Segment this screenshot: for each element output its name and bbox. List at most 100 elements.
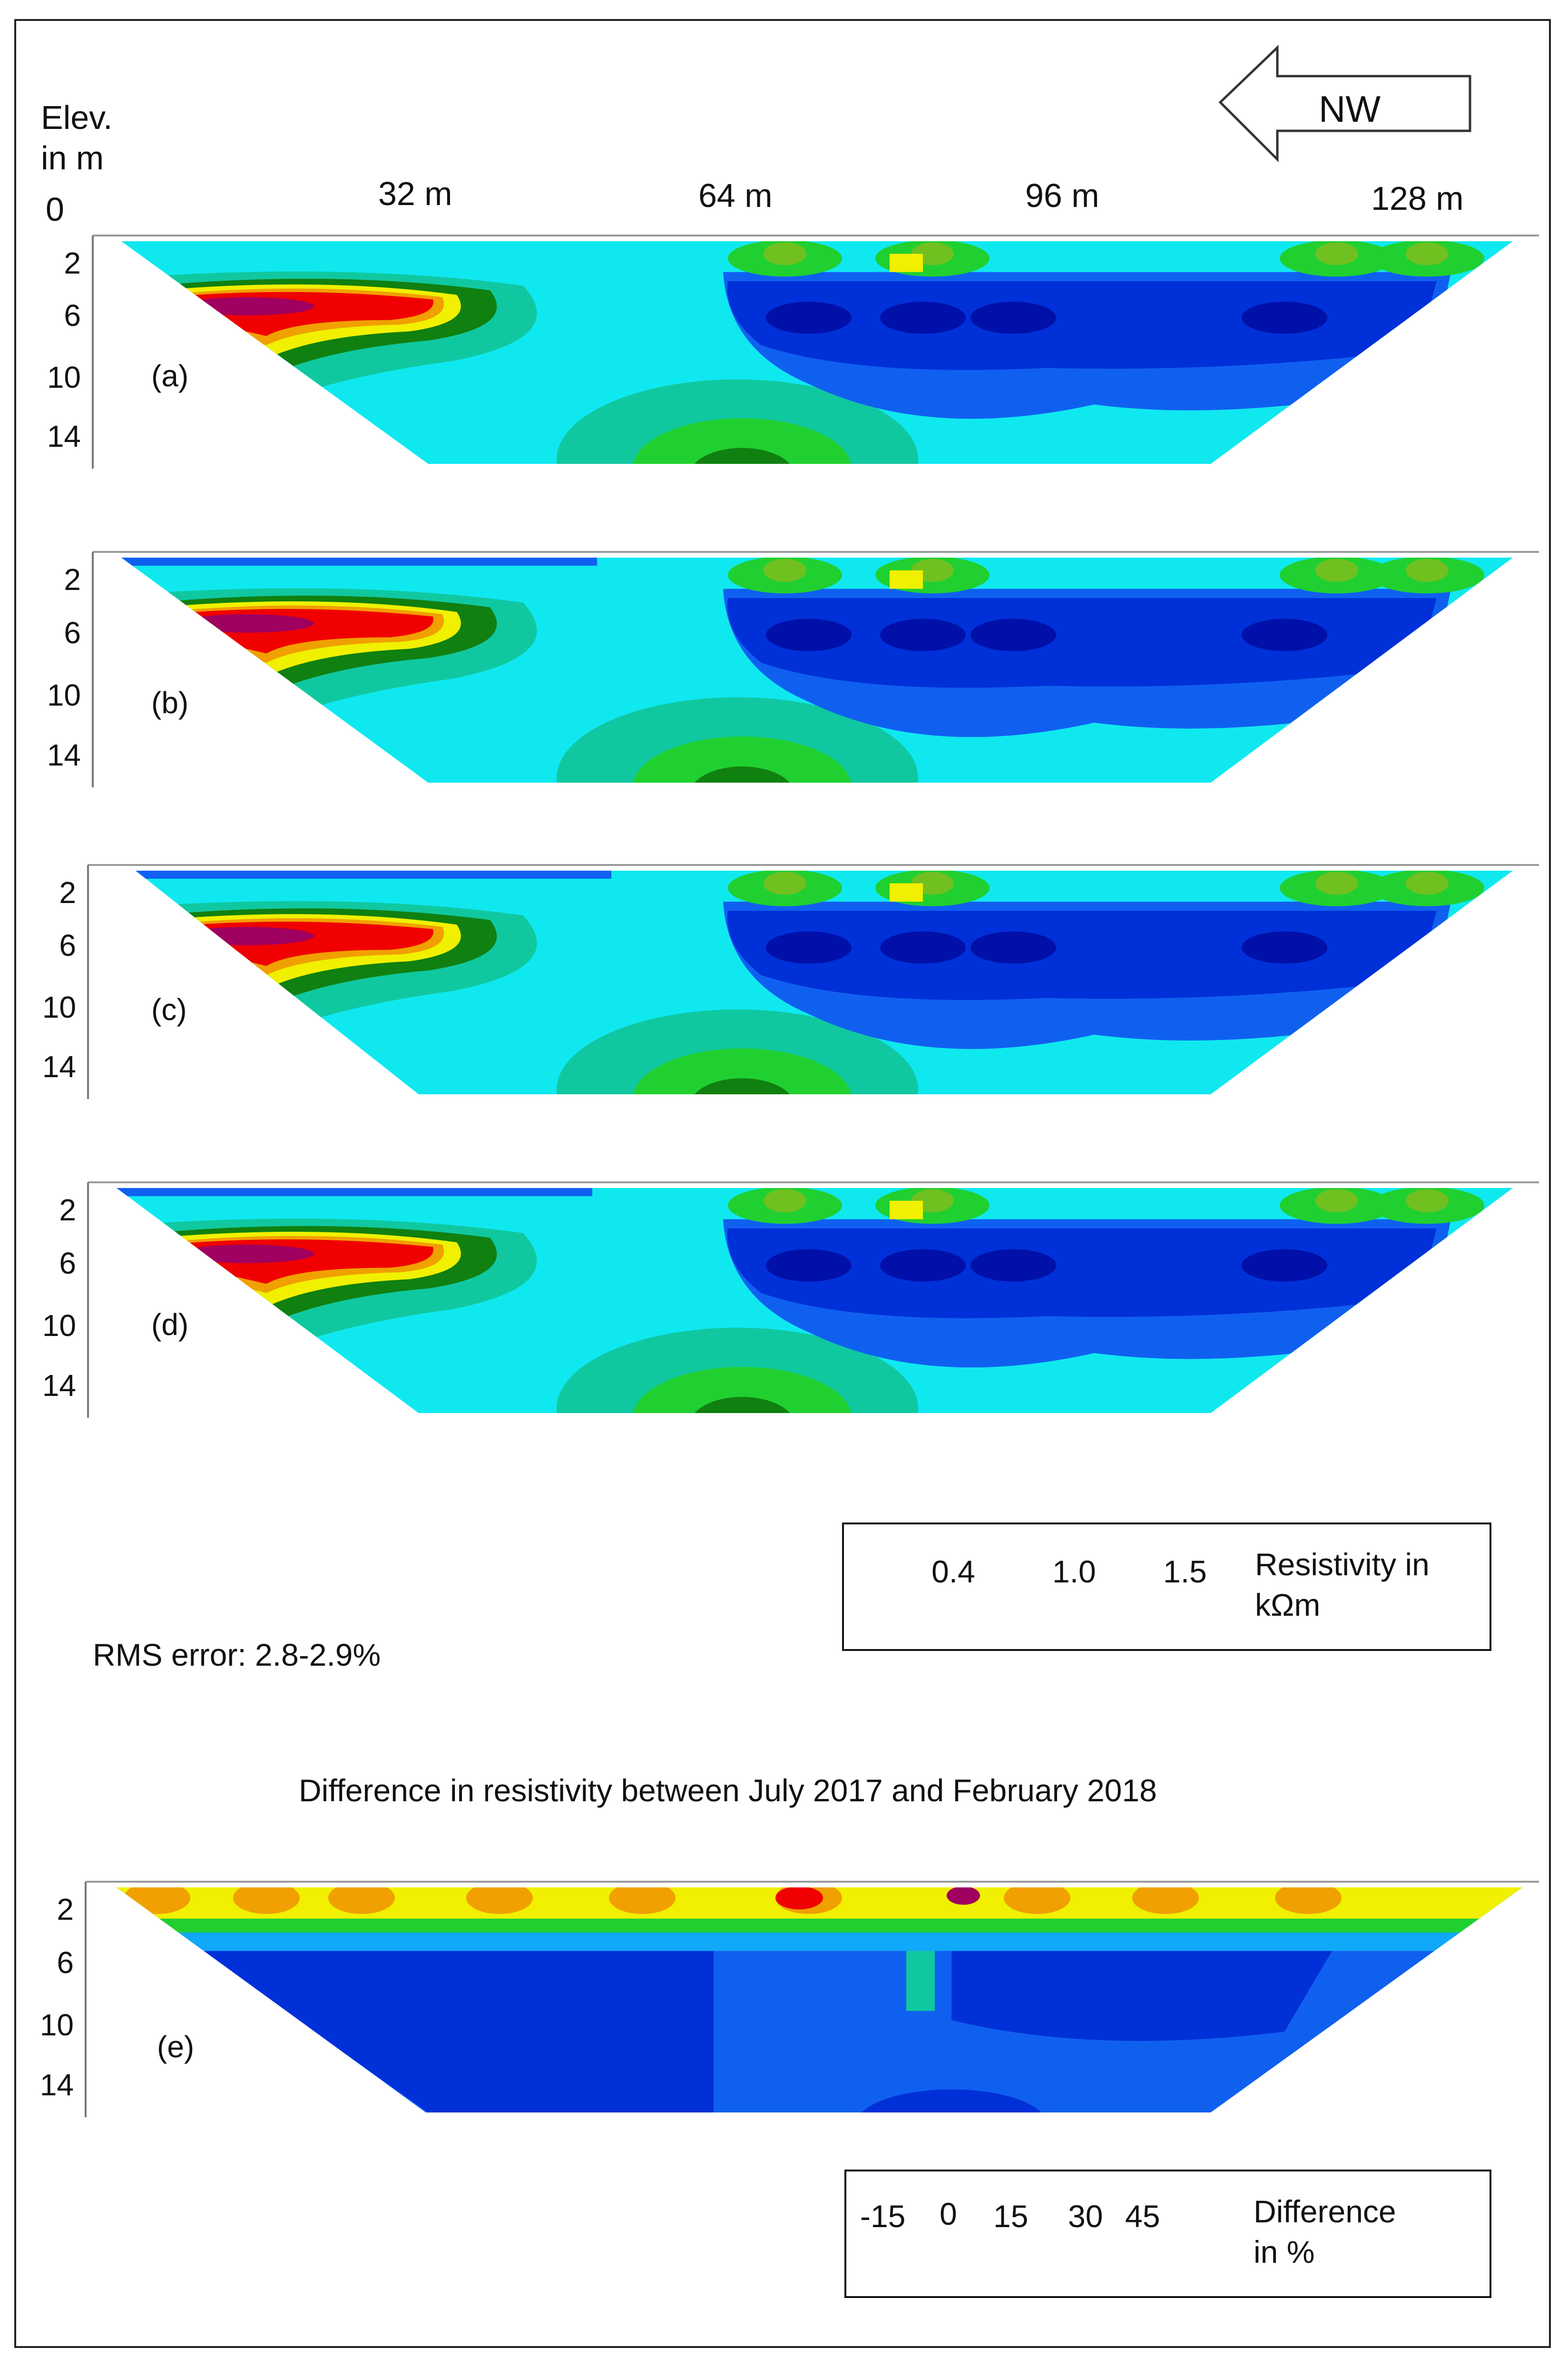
resistivity-legend-title-1: Resistivity in — [1255, 1547, 1430, 1582]
depth-tick-d-2: 2 — [59, 1193, 76, 1228]
resistivity-tick-0-4: 0.4 — [931, 1554, 975, 1589]
nw-arrow-icon — [1218, 45, 1471, 163]
conductive-core-c-3 — [1242, 931, 1327, 964]
surface-increase-e-1 — [233, 1887, 300, 1914]
figure-frame — [14, 19, 1551, 2348]
deep-negative-left-e — [200, 1942, 714, 2112]
deep-anomaly-core-d — [690, 1397, 794, 1413]
surface-increase-e-2 — [328, 1887, 395, 1914]
shallow-lens-core-b-2 — [1315, 559, 1358, 582]
difference-legend — [844, 2170, 1491, 2298]
section-image-c — [136, 871, 1513, 1094]
surface-increase-e-7 — [1132, 1887, 1199, 1914]
conductive-core-a-3 — [1242, 302, 1327, 334]
depth-tick-c-6: 6 — [59, 928, 76, 963]
surface-strip-a — [121, 241, 597, 249]
shallow-yellow-d — [890, 1200, 923, 1219]
x-tick-96: 96 m — [1025, 177, 1099, 214]
depth-tick-c-14: 14 — [42, 1050, 76, 1084]
shallow-lens-core-d-3 — [1406, 1189, 1449, 1213]
shallow-lens-core-c-3 — [1406, 872, 1449, 895]
difference-title: Difference in resistivity between July 2… — [299, 1773, 1157, 1808]
surface-increase-red-e — [775, 1887, 823, 1910]
depth-tick-e-10: 10 — [39, 2007, 74, 2042]
depth-tick-d-14: 14 — [42, 1368, 76, 1403]
conductive-core-a-2 — [970, 302, 1056, 334]
resistive-wedge-core-b — [181, 614, 314, 633]
elev-label-line1: Elev. — [41, 99, 113, 136]
conductive-core-a-1 — [880, 302, 966, 334]
resistivity-legend-title-2: kΩm — [1255, 1587, 1321, 1622]
direction-label: NW — [1319, 88, 1381, 130]
conductive-core-c-2 — [970, 931, 1056, 964]
elev-zero-label: 0 — [46, 191, 64, 228]
depth-tick-d-6: 6 — [59, 1246, 76, 1280]
depth-tick-a-2: 2 — [64, 246, 81, 280]
depth-tick-a-6: 6 — [64, 298, 81, 333]
surface-increase-e-0 — [124, 1887, 190, 1914]
depth-tick-e-6: 6 — [57, 1945, 74, 1980]
shallow-lens-core-a-2 — [1315, 242, 1358, 265]
difference-tick-0: 0 — [940, 2196, 957, 2231]
deep-anomaly-mid-a — [633, 418, 852, 464]
resistive-wedge-core-c — [181, 927, 314, 945]
deep-anomaly-mid-d — [633, 1367, 852, 1413]
deep-anomaly-core-a — [690, 448, 794, 464]
depth-tick-b-10: 10 — [47, 678, 81, 712]
x-tick-64: 64 m — [698, 177, 773, 214]
difference-tick-minus15: -15 — [860, 2199, 906, 2234]
section-image-a — [121, 241, 1513, 464]
difference-tick-30: 30 — [1068, 2199, 1103, 2234]
resistive-wedge-core-d — [181, 1244, 314, 1263]
conductive-core-d-2 — [970, 1249, 1056, 1282]
difference-tick-45: 45 — [1125, 2199, 1160, 2234]
depth-tick-b-6: 6 — [64, 615, 81, 650]
shallow-lens-core-c-2 — [1315, 872, 1358, 895]
surface-strip-d — [117, 1188, 592, 1197]
depth-tick-e-14: 14 — [39, 2067, 74, 2102]
section-image-d — [117, 1188, 1513, 1413]
depth-tick-b-2: 2 — [64, 562, 81, 597]
resistivity-tick-1-5: 1.5 — [1163, 1554, 1207, 1589]
panel-label-a: (a) — [151, 359, 189, 393]
panel-label-e: (e) — [157, 2030, 195, 2064]
x-tick-128: 128 m — [1371, 180, 1464, 217]
shallow-yellow-c — [890, 883, 923, 902]
panel-label-d: (d) — [151, 1307, 189, 1342]
conductive-core-a-0 — [766, 302, 852, 334]
shallow-yellow-b — [890, 570, 923, 589]
depth-tick-b-14: 14 — [47, 737, 81, 772]
surface-increase-e-3 — [466, 1887, 533, 1914]
deep-anomaly-mid-b — [633, 737, 852, 783]
surface-increase-e-8 — [1275, 1887, 1342, 1914]
shallow-lens-core-b-0 — [764, 559, 806, 582]
x-tick-32: 32 m — [378, 175, 452, 212]
resistivity-legend — [842, 1522, 1491, 1651]
resistivity-tick-1-0: 1.0 — [1052, 1554, 1096, 1589]
rms-error-text: RMS error: 2.8-2.9% — [93, 1637, 381, 1672]
panel-label-b: (b) — [151, 686, 189, 720]
depth-tick-d-10: 10 — [42, 1308, 76, 1343]
difference-tick-15: 15 — [993, 2199, 1029, 2234]
conductive-core-c-1 — [880, 931, 966, 964]
depth-tick-a-10: 10 — [47, 360, 81, 394]
shallow-lens-core-a-3 — [1406, 242, 1449, 265]
conductive-core-b-2 — [970, 619, 1056, 651]
surface-increase-e-4 — [609, 1887, 676, 1914]
shallow-lens-core-a-0 — [764, 242, 806, 265]
conductive-core-d-3 — [1242, 1249, 1327, 1282]
shallow-lens-core-b-3 — [1406, 559, 1449, 582]
section-image-b — [121, 558, 1513, 783]
shallow-lens-core-c-0 — [764, 872, 806, 895]
conductive-core-b-1 — [880, 619, 966, 651]
conductive-core-c-0 — [766, 931, 852, 964]
panel-label-c: (c) — [151, 992, 187, 1027]
conductive-core-d-1 — [880, 1249, 966, 1282]
conductive-core-b-0 — [766, 619, 852, 651]
elev-label-line2: in m — [41, 139, 104, 177]
conductive-core-b-3 — [1242, 619, 1327, 651]
deep-negative-bottom-e — [856, 2089, 1047, 2112]
shallow-yellow-a — [890, 254, 923, 272]
section-image-e — [117, 1887, 1522, 2112]
